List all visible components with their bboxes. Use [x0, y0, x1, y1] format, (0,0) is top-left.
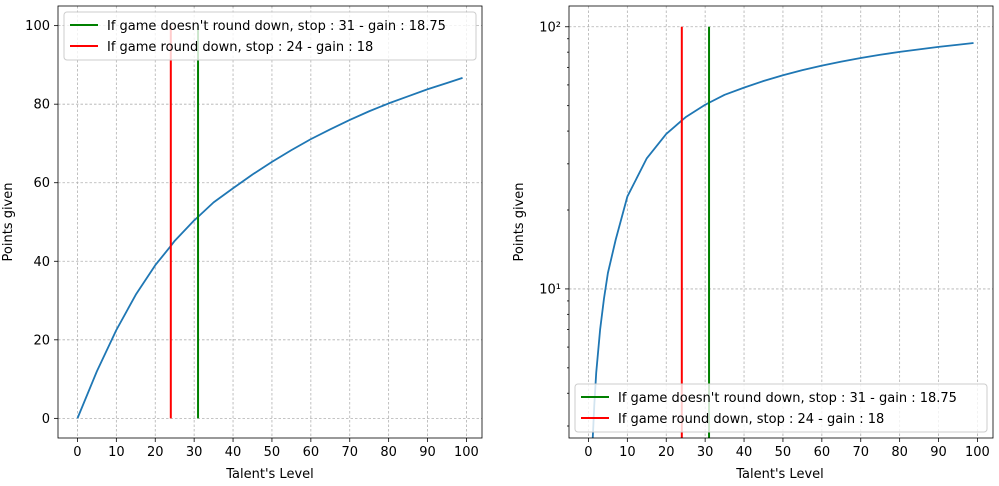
left-x-tick-label: 40 [225, 445, 242, 460]
left-x-tick-label: 100 [454, 445, 479, 460]
left-legend-box [63, 11, 477, 61]
right-legend-label-2: If game round down, stop : 24 - gain : 1… [618, 412, 884, 427]
right-x-tick-label: 30 [697, 445, 714, 460]
right-ticks: 0 10 20 30 40 50 60 70 80 90 100 10¹ 10² [539, 20, 990, 460]
right-x-tick-label: 0 [584, 445, 592, 460]
right-y-tick-label: 10² [539, 20, 561, 35]
right-x-tick-label: 70 [852, 445, 869, 460]
left-y-tick-label: 80 [33, 98, 50, 113]
left-legend: If game doesn't round down, stop : 31 - … [63, 11, 477, 61]
right-chart: 0 10 20 30 40 50 60 70 80 90 100 10¹ 10² Talent's Le… [512, 5, 994, 482]
right-x-tick-label: 80 [891, 445, 908, 460]
left-y-axis-label: Points given [1, 183, 16, 262]
right-grid [569, 6, 993, 438]
right-plot-area [591, 26, 974, 438]
left-x-tick-label: 80 [380, 445, 397, 460]
right-x-tick-label: 100 [965, 445, 990, 460]
left-axes-frame [57, 5, 483, 439]
right-x-axis-label: Talent's Level [735, 467, 824, 482]
right-x-tick-label: 20 [658, 445, 675, 460]
left-ticks: 0 10 20 30 40 50 60 70 80 90 100 0 20 40 60 80 100 [25, 19, 479, 460]
left-y-tick-label: 0 [42, 412, 50, 427]
right-legend: If game doesn't round down, stop : 31 - … [574, 383, 988, 433]
right-axes-frame [568, 5, 994, 439]
left-y-tick-label: 40 [33, 255, 50, 270]
left-x-tick-label: 0 [73, 445, 81, 460]
left-x-tick-label: 10 [108, 445, 125, 460]
left-x-tick-label: 20 [147, 445, 164, 460]
left-legend-label-1: If game doesn't round down, stop : 31 - … [107, 19, 446, 34]
left-x-tick-label: 30 [186, 445, 203, 460]
left-y-tick-label: 100 [25, 19, 50, 34]
right-x-tick-label: 50 [775, 445, 792, 460]
right-legend-label-1: If game doesn't round down, stop : 31 - … [618, 391, 957, 406]
right-y-tick-label: 10¹ [539, 282, 561, 297]
left-plot-area [76, 25, 463, 419]
left-x-tick-label: 70 [341, 445, 358, 460]
left-x-tick-label: 60 [303, 445, 320, 460]
left-chart: 0 10 20 30 40 50 60 70 80 90 100 0 20 40 60 80 100 Talen… [1, 5, 483, 482]
left-grid [58, 6, 482, 438]
left-y-tick-label: 60 [33, 176, 50, 191]
right-x-tick-label: 60 [814, 445, 831, 460]
right-y-axis-label: Points given [512, 183, 527, 262]
left-x-axis-label: Talent's Level [225, 467, 314, 482]
left-legend-label-2: If game round down, stop : 24 - gain : 1… [107, 40, 373, 55]
right-points-curve [591, 42, 974, 438]
right-legend-box [574, 383, 988, 433]
right-x-tick-label: 10 [619, 445, 636, 460]
left-points-curve [76, 77, 463, 419]
right-x-tick-label: 90 [930, 445, 947, 460]
left-x-tick-label: 50 [264, 445, 281, 460]
right-x-tick-label: 40 [736, 445, 753, 460]
left-x-tick-label: 90 [419, 445, 436, 460]
left-y-tick-label: 20 [33, 333, 50, 348]
